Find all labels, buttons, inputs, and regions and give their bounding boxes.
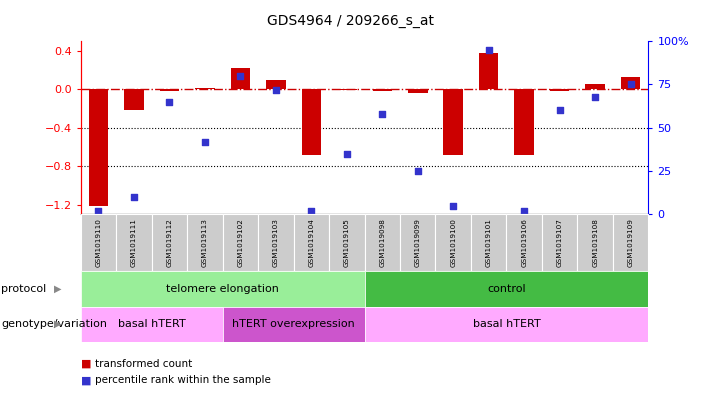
- Bar: [88, 89, 108, 206]
- Bar: [337, 89, 357, 90]
- Bar: [479, 53, 498, 89]
- Point: [590, 94, 601, 100]
- Text: protocol: protocol: [1, 284, 47, 294]
- Text: basal hTERT: basal hTERT: [118, 319, 186, 329]
- Bar: [621, 77, 641, 89]
- Bar: [435, 214, 471, 271]
- Text: ▶: ▶: [54, 319, 61, 329]
- Bar: [231, 68, 250, 89]
- Text: GSM1019099: GSM1019099: [415, 218, 421, 267]
- Bar: [400, 214, 435, 271]
- Text: GSM1019112: GSM1019112: [166, 218, 172, 267]
- Bar: [81, 307, 223, 342]
- Text: GDS4964 / 209266_s_at: GDS4964 / 209266_s_at: [267, 14, 434, 28]
- Point: [235, 73, 246, 79]
- Text: percentile rank within the sample: percentile rank within the sample: [95, 375, 271, 386]
- Bar: [506, 214, 542, 271]
- Bar: [471, 214, 507, 271]
- Text: basal hTERT: basal hTERT: [472, 319, 540, 329]
- Text: GSM1019104: GSM1019104: [308, 218, 314, 267]
- Text: genotype/variation: genotype/variation: [1, 319, 107, 329]
- Bar: [116, 214, 151, 271]
- Bar: [223, 307, 365, 342]
- Bar: [585, 84, 605, 89]
- Bar: [365, 214, 400, 271]
- Point: [412, 168, 423, 174]
- Bar: [365, 271, 648, 307]
- Bar: [365, 307, 648, 342]
- Bar: [550, 89, 569, 91]
- Point: [270, 86, 281, 93]
- Point: [164, 99, 175, 105]
- Bar: [124, 89, 144, 110]
- Text: transformed count: transformed count: [95, 358, 192, 369]
- Text: GSM1019101: GSM1019101: [486, 218, 491, 267]
- Bar: [160, 89, 179, 91]
- Text: GSM1019102: GSM1019102: [238, 218, 243, 267]
- Text: GSM1019111: GSM1019111: [131, 218, 137, 267]
- Bar: [301, 89, 321, 154]
- Point: [199, 138, 210, 145]
- Text: GSM1019107: GSM1019107: [557, 218, 563, 267]
- Bar: [223, 214, 258, 271]
- Text: GSM1019113: GSM1019113: [202, 218, 207, 267]
- Bar: [515, 89, 534, 154]
- Text: GSM1019100: GSM1019100: [450, 218, 456, 267]
- Bar: [258, 214, 294, 271]
- Text: GSM1019106: GSM1019106: [522, 218, 527, 267]
- Point: [625, 81, 637, 88]
- Point: [483, 47, 494, 53]
- Text: GSM1019098: GSM1019098: [379, 218, 386, 267]
- Bar: [151, 214, 187, 271]
- Text: ▶: ▶: [54, 284, 61, 294]
- Point: [128, 194, 139, 200]
- Text: telomere elongation: telomere elongation: [166, 284, 279, 294]
- Bar: [578, 214, 613, 271]
- Bar: [613, 214, 648, 271]
- Bar: [444, 89, 463, 154]
- Bar: [195, 88, 215, 89]
- Bar: [187, 214, 223, 271]
- Text: GSM1019108: GSM1019108: [592, 218, 598, 267]
- Bar: [372, 89, 392, 91]
- Point: [519, 208, 530, 214]
- Text: hTERT overexpression: hTERT overexpression: [232, 319, 355, 329]
- Point: [554, 107, 565, 114]
- Text: ■: ■: [81, 375, 91, 386]
- Bar: [408, 89, 428, 93]
- Text: GSM1019109: GSM1019109: [627, 218, 634, 267]
- Bar: [266, 80, 285, 89]
- Bar: [542, 214, 578, 271]
- Bar: [329, 214, 365, 271]
- Point: [93, 208, 104, 214]
- Bar: [81, 271, 365, 307]
- Text: GSM1019103: GSM1019103: [273, 218, 279, 267]
- Point: [341, 151, 353, 157]
- Point: [376, 111, 388, 117]
- Bar: [81, 214, 116, 271]
- Point: [306, 208, 317, 214]
- Text: GSM1019105: GSM1019105: [343, 218, 350, 267]
- Text: GSM1019110: GSM1019110: [95, 218, 102, 267]
- Point: [448, 202, 459, 209]
- Text: ■: ■: [81, 358, 91, 369]
- Text: control: control: [487, 284, 526, 294]
- Bar: [294, 214, 329, 271]
